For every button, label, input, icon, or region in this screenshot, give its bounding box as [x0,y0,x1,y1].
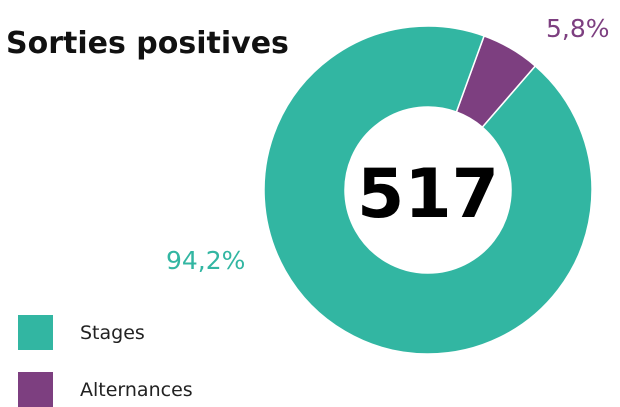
legend-label-alternances: Alternances [80,378,193,401]
center-total-label: 517 [357,155,499,234]
legend-item-alternances: Alternances [18,372,193,407]
slice-stages [263,25,593,355]
legend-label-stages: Stages [80,321,145,344]
legend-swatch-stages [18,315,53,350]
chart-title: Sorties positives [6,26,289,61]
legend-item-stages: Stages [18,315,145,350]
alternances-percent-label: 5,8% [546,14,610,43]
stages-percent-label: 94,2% [166,246,246,275]
legend-swatch-alternances [18,372,53,407]
